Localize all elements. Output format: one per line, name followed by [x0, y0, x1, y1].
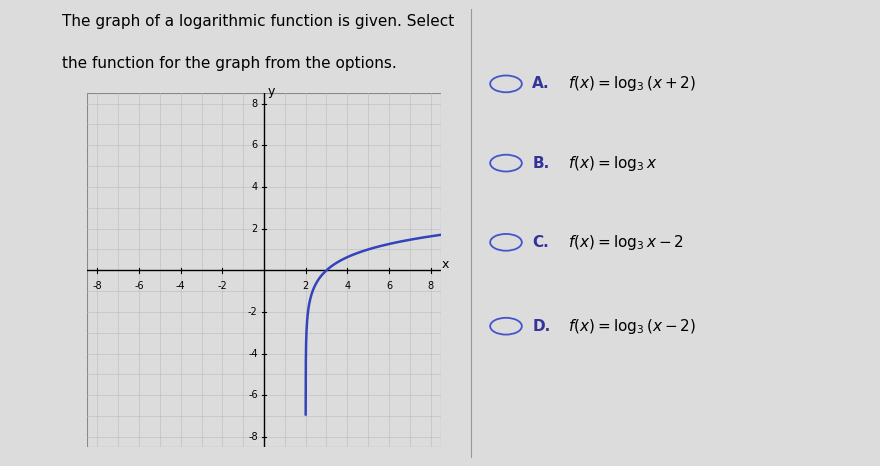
Text: 8: 8	[252, 99, 258, 109]
Text: -6: -6	[134, 281, 143, 291]
Text: 6: 6	[386, 281, 392, 291]
Text: -6: -6	[248, 391, 258, 400]
Text: $f(x)=\log_3 x$: $f(x)=\log_3 x$	[568, 154, 656, 172]
Text: D.: D.	[532, 319, 551, 334]
Text: $f(x)=\log_3 x-2$: $f(x)=\log_3 x-2$	[568, 233, 684, 252]
Text: C.: C.	[532, 235, 549, 250]
Text: -2: -2	[217, 281, 227, 291]
Text: 6: 6	[252, 140, 258, 150]
Text: $f(x)=\log_3(x-2)$: $f(x)=\log_3(x-2)$	[568, 317, 696, 336]
Text: 4: 4	[344, 281, 350, 291]
Text: -2: -2	[248, 307, 258, 317]
Text: 8: 8	[428, 281, 434, 291]
Text: The graph of a logarithmic function is given. Select: The graph of a logarithmic function is g…	[62, 14, 454, 29]
Text: A.: A.	[532, 76, 550, 91]
Text: -8: -8	[248, 432, 258, 442]
Text: $f(x)=\log_3(x+2)$: $f(x)=\log_3(x+2)$	[568, 75, 696, 93]
Text: 2: 2	[252, 224, 258, 233]
Text: -4: -4	[176, 281, 186, 291]
Text: y: y	[268, 85, 275, 97]
Text: -8: -8	[92, 281, 102, 291]
Text: -4: -4	[248, 349, 258, 359]
Text: x: x	[442, 258, 449, 271]
Text: B.: B.	[532, 156, 550, 171]
Text: the function for the graph from the options.: the function for the graph from the opti…	[62, 56, 396, 71]
Text: 4: 4	[252, 182, 258, 192]
Text: 2: 2	[303, 281, 309, 291]
